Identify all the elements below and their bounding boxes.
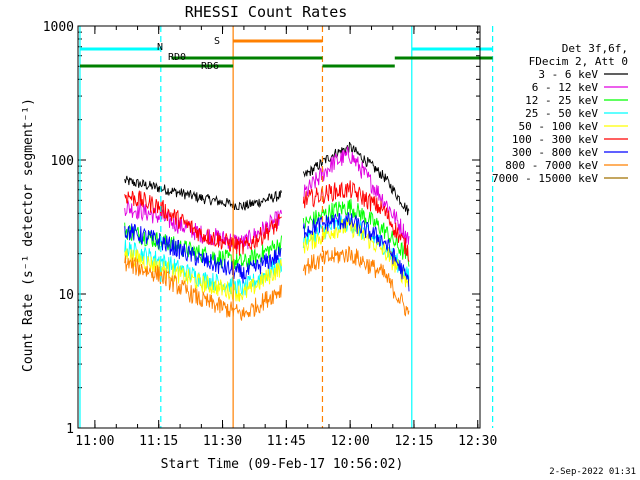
flag-label-rd0: RD0 (168, 52, 186, 63)
series-line (124, 223, 282, 284)
series-line (124, 190, 282, 256)
legend-header: Det 3f,6f, (562, 42, 628, 55)
flag-label-s: S (214, 36, 220, 47)
series-line (124, 248, 282, 302)
chart-title: RHESSI Count Rates (185, 3, 348, 21)
legend-label: 300 - 800 keV (512, 146, 598, 159)
series-line (302, 211, 410, 292)
x-axis-label: Start Time (09-Feb-17 10:56:02) (161, 457, 404, 472)
flag-label-n: N (157, 42, 163, 53)
series-line (302, 141, 410, 216)
x-tick-label: 11:30 (203, 434, 242, 449)
footer-date: 2-Sep-2022 01:31 (549, 467, 636, 477)
legend-label: 3 - 6 keV (538, 68, 598, 81)
y-tick-label: 1 (66, 422, 74, 437)
series-line (124, 255, 282, 321)
series-line (302, 180, 410, 262)
series-line (124, 175, 282, 211)
y-tick-label: 10 (58, 288, 74, 303)
x-tick-label: 12:00 (331, 434, 370, 449)
flag-label-rd6: RD6 (201, 61, 219, 72)
legend-label: 7000 - 15000 keV (492, 172, 598, 185)
x-tick-label: 11:00 (75, 434, 114, 449)
series-line (302, 245, 410, 317)
series-line (124, 199, 282, 250)
legend-label: 100 - 300 keV (512, 133, 598, 146)
legend-label: 12 - 25 keV (525, 94, 598, 107)
x-tick-label: 12:15 (394, 434, 433, 449)
plot-frame (77, 25, 481, 429)
legend-label: 25 - 50 keV (525, 107, 598, 120)
x-tick-label: 11:15 (139, 434, 178, 449)
y-axis-label: Count Rate (s⁻¹ detector segment⁻¹) (21, 98, 36, 372)
legend-label: 50 - 100 keV (519, 120, 599, 133)
legend-header: FDecim 2, Att 0 (529, 55, 628, 68)
series-line (303, 145, 410, 245)
y-tick-label: 1000 (43, 20, 74, 35)
legend-label: 800 - 7000 keV (505, 159, 598, 172)
x-tick-label: 12:30 (458, 434, 497, 449)
y-tick-label: 100 (51, 154, 74, 169)
legend-label: 6 - 12 keV (532, 81, 599, 94)
x-tick-label: 11:45 (267, 434, 306, 449)
